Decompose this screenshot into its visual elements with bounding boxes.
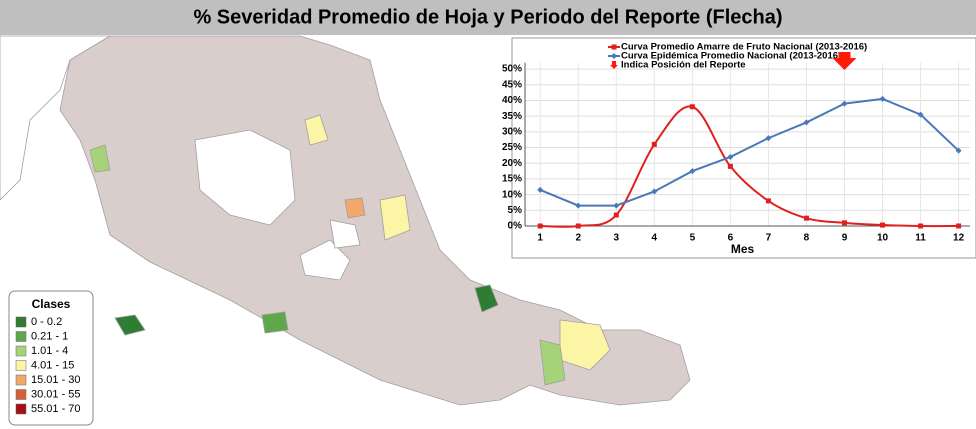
legend-swatch: [15, 403, 27, 415]
map-region-green: [114, 314, 146, 336]
x-tick-label: 3: [614, 233, 620, 244]
legend-label: 30.01 - 55: [31, 388, 81, 400]
y-tick-label: 5%: [508, 205, 523, 216]
legend-label: 1.01 - 4: [31, 345, 68, 357]
point: [765, 198, 771, 204]
series-line: [539, 97, 960, 207]
point: [880, 222, 886, 228]
point: [841, 220, 847, 226]
map-region-central: [59, 35, 691, 406]
point: [879, 95, 886, 102]
legend-label: Curva Epidémica Promedio Nacional (2013-…: [621, 51, 841, 62]
map: [0, 35, 691, 406]
x-tick-label: 1: [537, 233, 543, 244]
point: [537, 223, 543, 229]
map-region-white: [194, 129, 296, 226]
y-tick-label: 50%: [502, 64, 522, 75]
point: [575, 202, 582, 209]
point: [727, 153, 734, 160]
x-tick-label: 8: [804, 233, 810, 244]
report-arrow: [832, 52, 857, 70]
x-axis-label: Mes: [731, 242, 755, 256]
y-tick-label: 25%: [502, 142, 522, 153]
legend: Clases 0 - 0.2 0.21 - 1 1.01 - 4 4.01 - 15 1…: [8, 290, 94, 426]
legend-marker: [611, 53, 617, 59]
legend-swatch: [15, 389, 27, 400]
map-region-green: [539, 339, 566, 386]
map-region-green: [261, 311, 289, 334]
legend-label: 4.01 - 15: [31, 359, 74, 371]
legend-label: 55.01 - 70: [31, 403, 81, 415]
point: [689, 104, 695, 110]
x-tick-label: 7: [766, 233, 772, 244]
x-tick-label: 5: [690, 233, 696, 244]
point: [613, 212, 619, 218]
title-bar: [0, 0, 976, 35]
legend-swatch: [15, 345, 27, 357]
point: [918, 223, 924, 229]
y-tick-label: 35%: [502, 111, 522, 122]
point: [955, 147, 962, 154]
point: [537, 186, 544, 193]
legend-arrow: [610, 61, 618, 69]
map-region-yellow: [379, 194, 411, 241]
map-region-orange: [344, 197, 366, 219]
y-tick-label: 45%: [502, 79, 522, 90]
map-region-green: [89, 144, 111, 173]
point: [651, 188, 658, 195]
x-tick-label: 6: [728, 233, 734, 244]
point: [803, 215, 809, 221]
y-tick-label: 40%: [502, 95, 522, 106]
point: [841, 100, 848, 107]
point: [765, 135, 772, 142]
legend-box: [8, 290, 94, 426]
legend-swatch: [15, 360, 27, 371]
map-region-white: [329, 219, 361, 249]
point: [956, 223, 962, 229]
x-tick-label: 10: [877, 233, 889, 244]
inset-chart: 0%5%10%15%20%25%30%35%40%45%50%1 2 3 4 5 6 7 8 9…: [502, 37, 976, 259]
legend-marker: [611, 44, 617, 50]
y-tick-label: 10%: [502, 189, 522, 200]
legend-swatch: [15, 374, 27, 386]
y-tick-label: 30%: [502, 126, 522, 137]
map-region-green: [474, 284, 499, 313]
y-tick-label: 0%: [508, 221, 523, 232]
legend-label: 0 - 0.2: [31, 316, 62, 328]
legend-label: 15.01 - 30: [31, 374, 81, 386]
point: [727, 163, 733, 169]
map-region-white: [299, 239, 351, 281]
legend-swatch: [15, 316, 27, 328]
point: [689, 168, 696, 175]
y-tick-label: 15%: [502, 174, 522, 185]
x-tick-label: 11: [915, 233, 926, 244]
legend-label: Curva Promedio Amarre de Fruto Nacional …: [621, 42, 867, 53]
point: [613, 202, 620, 209]
x-tick-label: 4: [652, 233, 658, 244]
x-tick-label: 12: [953, 233, 965, 244]
y-tick-label: 20%: [502, 158, 522, 169]
legend-title: Clases: [32, 297, 71, 311]
legend-swatch: [15, 331, 27, 342]
title: % Severidad Promedio de Hoja y Periodo d…: [193, 6, 782, 28]
point: [917, 111, 924, 118]
x-tick-label: 2: [575, 233, 581, 244]
point: [803, 119, 810, 126]
point: [651, 141, 657, 147]
x-tick-label: 9: [842, 233, 848, 244]
legend-label: 0.21 - 1: [31, 330, 68, 342]
point: [575, 223, 581, 229]
legend-label: Indica Posición del Reporte: [621, 60, 746, 71]
map-region-yellow: [304, 114, 329, 146]
